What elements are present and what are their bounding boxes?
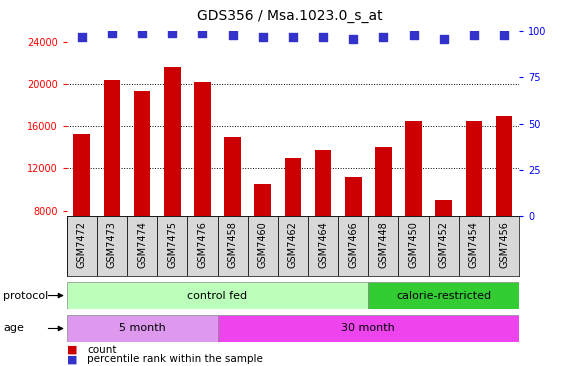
Bar [429,216,459,276]
Point [379,34,388,40]
Bar [466,121,482,295]
Text: GSM7448: GSM7448 [378,221,389,268]
Text: GDS356 / Msa.1023.0_s_at: GDS356 / Msa.1023.0_s_at [197,9,383,23]
Bar [67,282,368,309]
Bar [224,137,241,295]
Bar [104,80,120,295]
Bar [187,216,218,276]
Text: age: age [3,324,24,333]
Bar [375,147,392,295]
Bar [308,216,338,276]
Text: GSM7474: GSM7474 [137,221,147,268]
Bar [315,150,331,295]
Point [288,34,298,40]
Text: calorie-restricted: calorie-restricted [396,291,491,300]
Bar [218,216,248,276]
Bar [496,116,512,295]
Text: GSM7466: GSM7466 [348,221,358,268]
Point [258,34,267,40]
Point [107,30,117,36]
Bar [134,91,150,295]
Bar [248,216,278,276]
Text: GSM7476: GSM7476 [197,221,208,268]
Bar [285,158,301,295]
Point [499,32,509,38]
Bar [368,216,398,276]
Text: GSM7472: GSM7472 [77,221,87,268]
Text: GSM7458: GSM7458 [227,221,238,268]
Bar [345,177,361,295]
Bar [255,184,271,295]
Point [439,36,448,41]
Text: protocol: protocol [3,291,48,300]
Bar [368,282,519,309]
Bar [74,134,90,295]
Bar [97,216,127,276]
Bar [436,200,452,295]
Text: GSM7460: GSM7460 [258,221,268,268]
Bar [164,67,180,295]
Point [168,30,177,36]
Bar [218,315,519,342]
Point [137,30,147,36]
Text: GSM7450: GSM7450 [408,221,419,268]
Text: GSM7456: GSM7456 [499,221,509,268]
Text: GSM7464: GSM7464 [318,221,328,268]
Text: 30 month: 30 month [342,324,395,333]
Point [469,32,478,38]
Point [349,36,358,41]
Text: count: count [87,345,117,355]
Bar [194,82,211,295]
Text: GSM7454: GSM7454 [469,221,479,268]
Bar [459,216,489,276]
Point [228,32,237,38]
Bar [67,315,218,342]
Bar [398,216,429,276]
Text: GSM7452: GSM7452 [438,221,449,268]
Bar [405,121,422,295]
Bar [278,216,308,276]
Text: ■: ■ [67,345,77,355]
Bar [489,216,519,276]
Point [318,34,328,40]
Point [198,30,207,36]
Bar [67,216,97,276]
Bar [338,216,368,276]
Bar [127,216,157,276]
Point [77,34,86,40]
Text: GSM7473: GSM7473 [107,221,117,268]
Text: 5 month: 5 month [119,324,165,333]
Point [409,32,418,38]
Text: control fed: control fed [187,291,248,300]
Text: ■: ■ [67,354,77,365]
Text: GSM7462: GSM7462 [288,221,298,268]
Text: GSM7475: GSM7475 [167,221,177,268]
Text: percentile rank within the sample: percentile rank within the sample [87,354,263,365]
Bar [157,216,187,276]
